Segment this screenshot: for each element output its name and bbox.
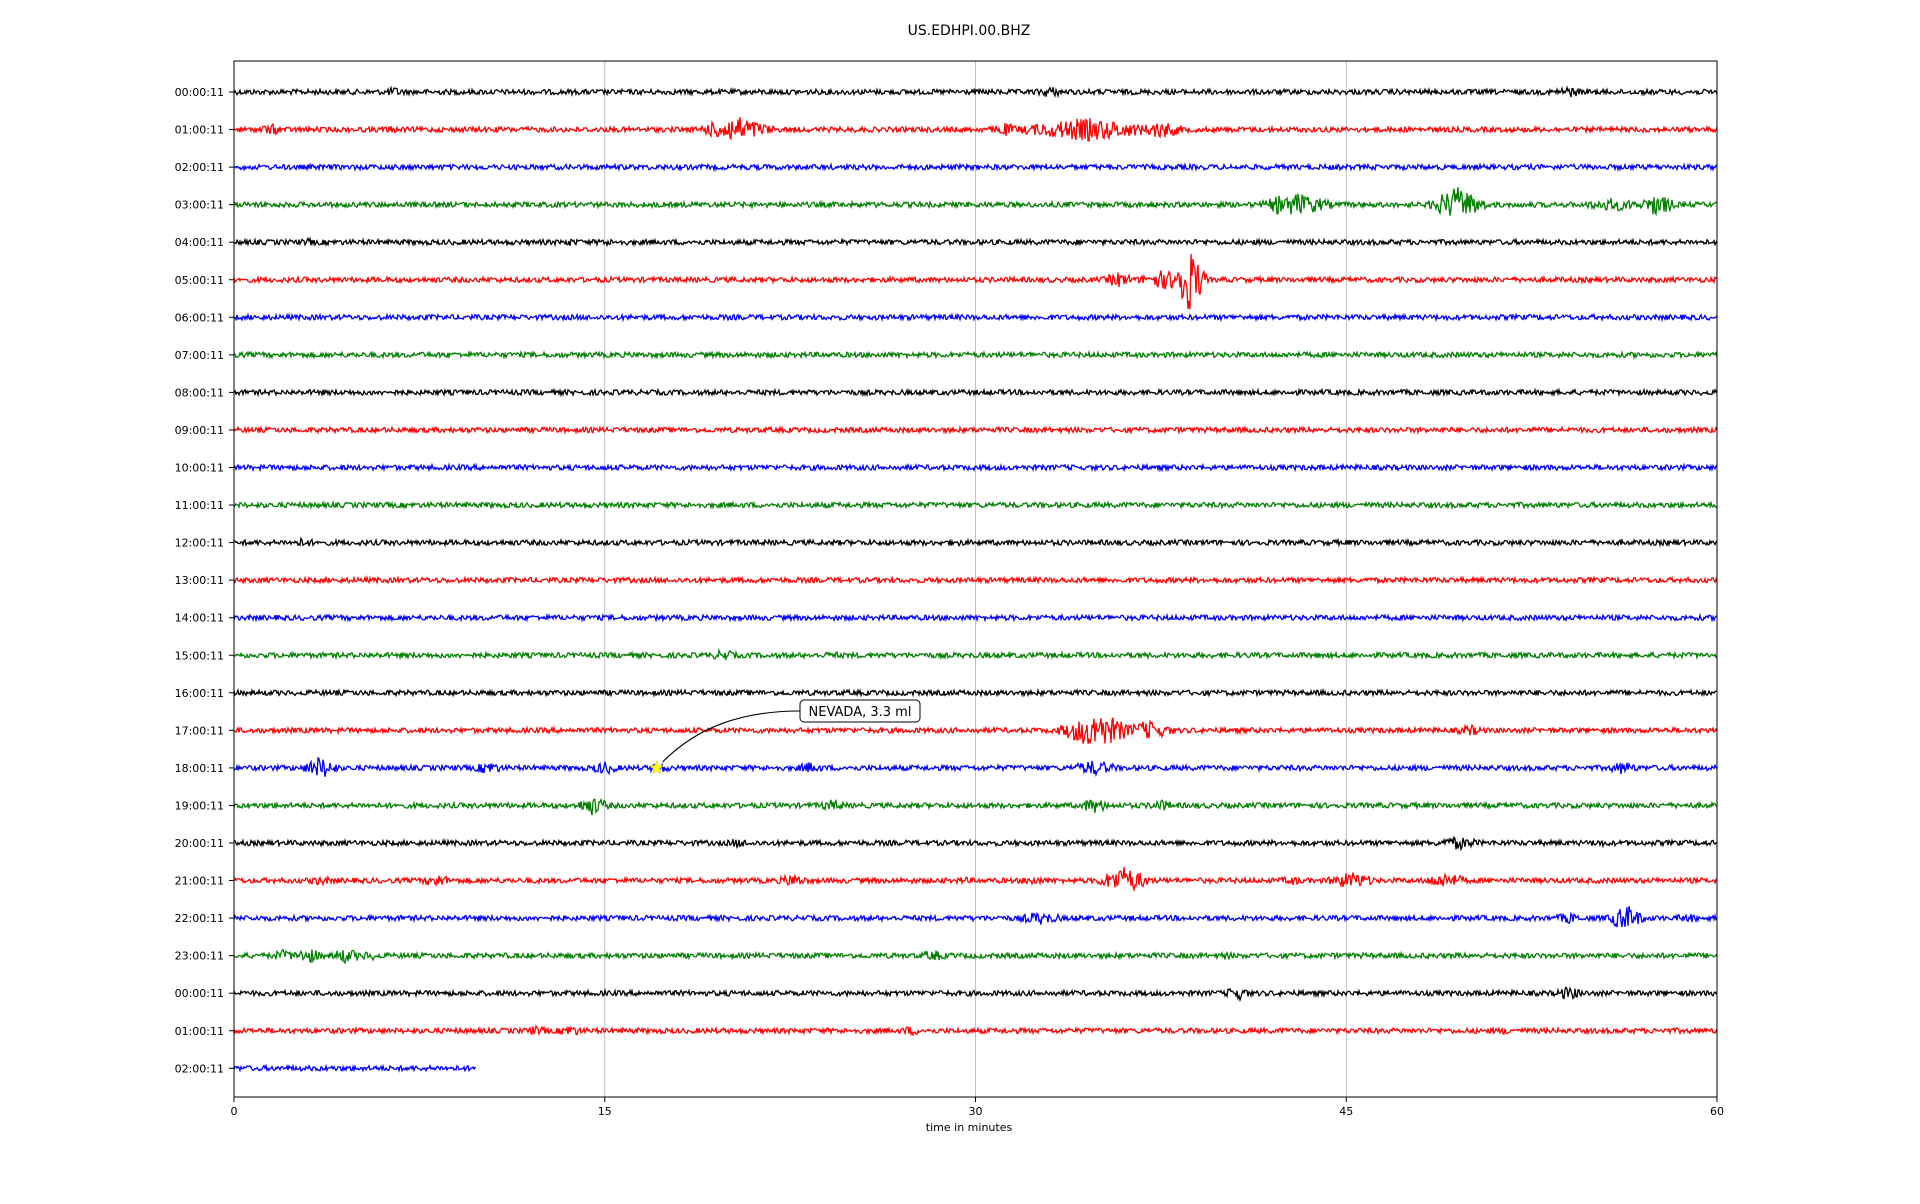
trace-line (233, 536, 1718, 548)
trace-line (233, 1063, 477, 1073)
trace-line (233, 253, 1718, 310)
trace-line (233, 424, 1718, 436)
frame-layer (229, 60, 1718, 1102)
trace-line (233, 85, 1718, 99)
plot-frame (233, 60, 1718, 1098)
x-tick-label: 60 (1710, 1105, 1724, 1118)
trace-line (233, 1024, 1718, 1037)
trace-line (233, 387, 1718, 398)
trace-line (233, 462, 1718, 473)
y-tick-label: 01:00:11 (175, 124, 224, 137)
trace-line (233, 575, 1718, 586)
trace-line (234, 312, 1718, 323)
trace-line (233, 612, 1717, 623)
trace-line (233, 867, 1718, 893)
y-tick-label: 18:00:11 (175, 762, 224, 775)
trace-line (233, 647, 1718, 662)
trace-layer (233, 85, 1718, 1073)
y-tick-label: 07:00:11 (175, 349, 224, 362)
x-tick-label: 0 (231, 1105, 238, 1118)
chart-title: US.EDHPI.00.BHZ (908, 23, 1031, 39)
annotation-box (799, 699, 921, 723)
y-tick-label: 02:00:11 (175, 1062, 224, 1075)
x-tick-label: 15 (598, 1105, 612, 1118)
annotation-layer: NEVADA, 3.3 ml (649, 699, 921, 775)
trace-line (233, 187, 1718, 217)
trace-line (233, 687, 1718, 698)
trace-line (233, 905, 1718, 928)
y-tick-label: 10:00:11 (175, 462, 224, 475)
y-tick-label: 11:00:11 (175, 499, 224, 512)
y-tick-label: 00:00:11 (175, 987, 224, 1000)
trace-line (233, 797, 1718, 816)
y-tick-label: 02:00:11 (175, 161, 224, 174)
y-tick-label: 22:00:11 (175, 912, 224, 925)
annotation-arrow (662, 710, 801, 763)
y-tick-label: 00:00:11 (175, 86, 224, 99)
trace-line (234, 236, 1718, 248)
trace-line (233, 500, 1718, 511)
y-tick-label: 01:00:11 (175, 1025, 224, 1038)
y-tick-label: 13:00:11 (175, 574, 224, 587)
y-tick-label: 15:00:11 (175, 649, 224, 662)
y-tick-label: 14:00:11 (175, 612, 224, 625)
trace-line (233, 835, 1718, 852)
y-tick-label: 03:00:11 (175, 199, 224, 212)
annotation-label: NEVADA, 3.3 ml (809, 705, 912, 720)
y-tick-label: 21:00:11 (175, 875, 224, 888)
y-tick-label: 16:00:11 (175, 687, 224, 700)
trace-line (233, 986, 1718, 1003)
trace-line (233, 948, 1718, 965)
y-tick-label: 04:00:11 (175, 236, 224, 249)
y-tick-label: 05:00:11 (175, 274, 224, 287)
event-star-marker (649, 760, 664, 775)
y-tick-label: 17:00:11 (175, 724, 224, 737)
label-layer: 0 15 30 45 60 00:00:11 01:00:11 02:00:11 03:00:1… (175, 86, 1724, 1118)
y-tick-label: 12:00:11 (175, 537, 224, 550)
trace-line (233, 717, 1718, 744)
x-tick-label: 45 (1339, 1105, 1353, 1118)
trace-line (233, 162, 1718, 173)
trace-line (233, 117, 1718, 142)
y-tick-label: 19:00:11 (175, 799, 224, 812)
y-tick-label: 23:00:11 (175, 950, 224, 963)
y-tick-label: 06:00:11 (175, 311, 224, 324)
x-axis-label: time in minutes (926, 1121, 1013, 1134)
y-tick-label: 08:00:11 (175, 386, 224, 399)
x-tick-label: 30 (969, 1105, 983, 1118)
trace-line (233, 349, 1718, 360)
y-tick-label: 20:00:11 (175, 837, 224, 850)
trace-line (233, 756, 1718, 778)
y-tick-label: 09:00:11 (175, 424, 224, 437)
